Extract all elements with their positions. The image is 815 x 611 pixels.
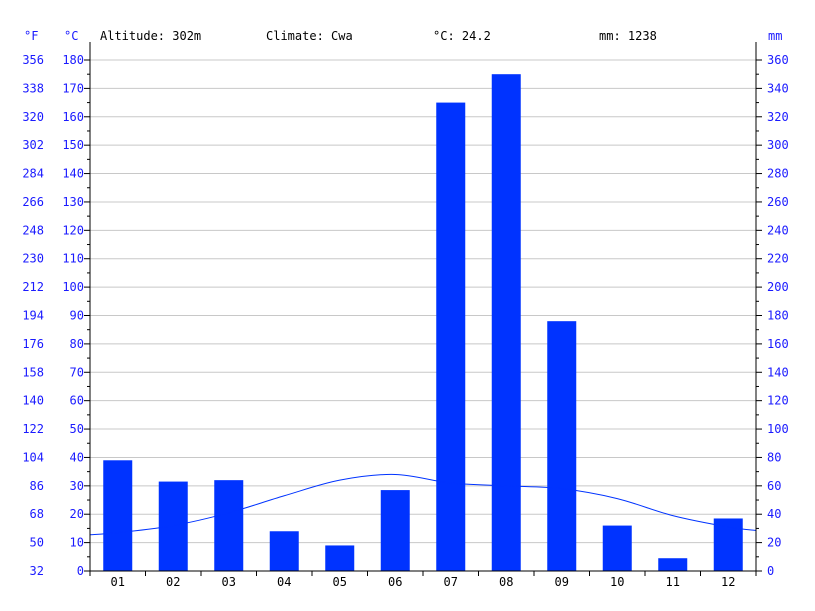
month-tick-label: 09 [555,575,569,589]
precipitation-bar [158,481,188,571]
celsius-tick-label: 140 [62,167,84,181]
precipitation-tick-label: 180 [767,309,789,323]
temperature-average-label: °C: 24.2 [433,29,491,43]
fahrenheit-tick-label: 194 [22,309,44,323]
celsius-tick-label: 20 [70,507,84,521]
celsius-tick-label: 150 [62,138,84,152]
precipitation-tick-label: 300 [767,138,789,152]
fahrenheit-tick-label: 320 [22,110,44,124]
climate-label: Climate: Cwa [266,29,353,43]
precipitation-axis: 0 20 40 60 80 100 120 140 160 180 200 220 240 260 280 3… [767,53,789,578]
temperature-line [89,473,757,536]
precipitation-tick-label: 0 [767,564,774,578]
precipitation-tick-label: 40 [767,507,781,521]
month-axis: 01 02 03 04 05 06 07 08 09 10 11 12 [111,575,736,589]
fahrenheit-tick-label: 284 [22,167,44,181]
precipitation-bar [214,480,244,571]
fahrenheit-tick-label: 140 [22,394,44,408]
fahrenheit-unit-label: °F [24,29,38,43]
precipitation-tick-label: 60 [767,479,781,493]
month-tick-label: 10 [610,575,624,589]
celsius-tick-label: 30 [70,479,84,493]
month-tick-label: 05 [333,575,347,589]
fahrenheit-tick-label: 122 [22,422,44,436]
precipitation-bars [103,74,743,571]
month-tick-label: 07 [444,575,458,589]
celsius-tick-label: 170 [62,81,84,95]
precipitation-tick-label: 320 [767,110,789,124]
fahrenheit-tick-label: 104 [22,450,44,464]
celsius-tick-label: 180 [62,53,84,67]
month-tick-label: 11 [666,575,680,589]
celsius-tick-label: 10 [70,536,84,550]
precipitation-unit-label: mm [768,29,782,43]
precipitation-tick-label: 220 [767,252,789,266]
precipitation-bar [491,74,521,571]
plot-frame [89,42,757,572]
precipitation-tick-label: 100 [767,422,789,436]
month-tick-label: 04 [277,575,291,589]
month-tick-label: 02 [166,575,180,589]
celsius-tick-label: 0 [77,564,84,578]
fahrenheit-tick-label: 230 [22,252,44,266]
axis-ticks [84,59,762,576]
fahrenheit-axis: 32 50 68 86 104 122 140 158 176 194 212 230 248 266 28… [22,53,44,578]
precipitation-bar [602,525,632,571]
fahrenheit-tick-label: 212 [22,280,44,294]
precipitation-bar [547,321,577,571]
precipitation-bar [713,518,743,571]
fahrenheit-tick-label: 266 [22,195,44,209]
month-tick-label: 12 [721,575,735,589]
fahrenheit-tick-label: 86 [30,479,44,493]
precipitation-tick-label: 200 [767,280,789,294]
precipitation-tick-label: 360 [767,53,789,67]
fahrenheit-tick-label: 302 [22,138,44,152]
precipitation-bar [269,531,299,571]
precipitation-bar [325,545,355,571]
fahrenheit-tick-label: 248 [22,223,44,237]
celsius-tick-label: 80 [70,337,84,351]
celsius-tick-label: 60 [70,394,84,408]
fahrenheit-tick-label: 158 [22,365,44,379]
altitude-label: Altitude: 302m [100,29,201,43]
month-tick-label: 03 [222,575,236,589]
celsius-tick-label: 160 [62,110,84,124]
precipitation-bar [658,558,688,571]
month-tick-label: 06 [388,575,402,589]
precipitation-tick-label: 140 [767,365,789,379]
celsius-tick-label: 120 [62,223,84,237]
celsius-tick-label: 90 [70,309,84,323]
precipitation-tick-label: 280 [767,167,789,181]
precipitation-bar [380,490,410,571]
precipitation-tick-label: 160 [767,337,789,351]
celsius-tick-label: 130 [62,195,84,209]
gridlines [90,59,756,544]
month-tick-label: 01 [111,575,125,589]
precipitation-tick-label: 260 [767,195,789,209]
fahrenheit-tick-label: 176 [22,337,44,351]
celsius-tick-label: 100 [62,280,84,294]
celsius-tick-label: 50 [70,422,84,436]
precipitation-bar [103,460,133,571]
precipitation-tick-label: 340 [767,81,789,95]
precipitation-tick-label: 20 [767,536,781,550]
precipitation-tick-label: 80 [767,450,781,464]
celsius-tick-label: 40 [70,450,84,464]
celsius-unit-label: °C [64,29,78,43]
precipitation-bar [436,102,466,571]
precipitation-tick-label: 240 [767,223,789,237]
fahrenheit-tick-label: 356 [22,53,44,67]
celsius-tick-label: 70 [70,365,84,379]
month-tick-label: 08 [499,575,513,589]
fahrenheit-tick-label: 338 [22,81,44,95]
precipitation-tick-label: 120 [767,394,789,408]
fahrenheit-tick-label: 32 [30,564,44,578]
precipitation-total-label: mm: 1238 [599,29,657,43]
fahrenheit-tick-label: 50 [30,536,44,550]
fahrenheit-tick-label: 68 [30,507,44,521]
celsius-axis: 0 10 20 30 40 50 60 70 80 90 100 110 120 130 140 150 160… [62,53,84,578]
celsius-tick-label: 110 [62,252,84,266]
